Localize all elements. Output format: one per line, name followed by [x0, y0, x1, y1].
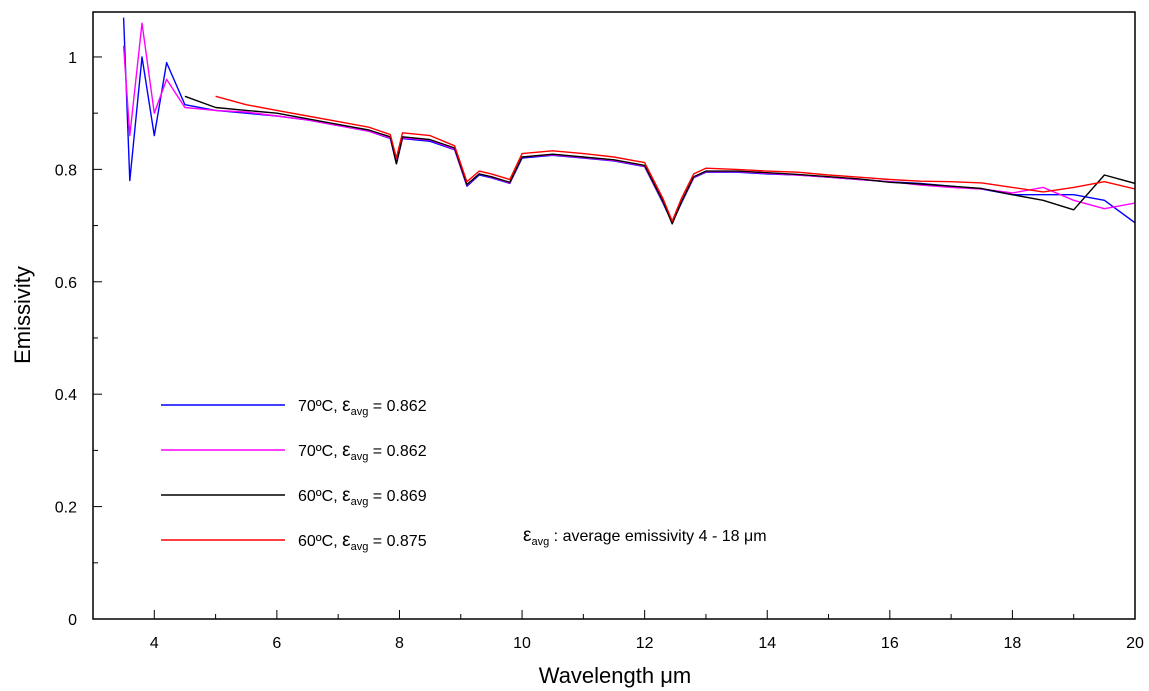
y-tick-label: 0.2 — [55, 500, 77, 517]
legend-subscript: avg — [351, 451, 369, 463]
legend-subscript: avg — [351, 406, 369, 418]
legend-label-4: 60ºC, εavg = 0.875 — [298, 530, 427, 553]
legend-value: = 0.869 — [368, 488, 426, 505]
annotation-epsilon: ε — [523, 525, 532, 546]
legend-temp: 60ºC, — [298, 488, 342, 505]
legend-temp: 60ºC, — [298, 533, 342, 550]
x-tick-label: 8 — [395, 635, 404, 652]
legend-subscript: avg — [351, 496, 369, 508]
series-lines — [122, 17, 1135, 225]
annotation-subscript: avg — [531, 536, 549, 548]
legend-epsilon: ε — [342, 485, 351, 506]
x-tick-label: 4 — [150, 635, 159, 652]
y-tick-label: 1 — [68, 50, 77, 67]
annotation-text: εavg : average emissivity 4 - 18 μm — [523, 525, 767, 548]
y-tick-label: 0 — [68, 612, 77, 629]
series-line-1 — [122, 17, 1135, 224]
annotation-body: : average emissivity 4 - 18 — [549, 528, 744, 545]
x-tick-label: 18 — [1004, 635, 1022, 652]
legend-temp: 70ºC, — [298, 443, 342, 460]
y-tick-label: 0.6 — [55, 275, 77, 292]
y-tick-label: 0.4 — [55, 387, 77, 404]
plot-frame — [92, 11, 1136, 620]
legend-value: = 0.875 — [368, 533, 426, 550]
legend-epsilon: ε — [342, 395, 351, 416]
series-line-3 — [184, 95, 1135, 225]
y-tick-label: 0.8 — [55, 162, 77, 179]
legend-label-2: 70ºC, εavg = 0.862 — [298, 440, 427, 463]
x-tick-label: 16 — [881, 635, 899, 652]
legend-label-1: 70ºC, εavg = 0.862 — [298, 395, 427, 418]
x-axis-title: Wavelength μm — [539, 663, 691, 688]
y-axis-title: Emissivity — [10, 266, 35, 364]
legend-epsilon: ε — [342, 530, 351, 551]
legend-label-3: 60ºC, εavg = 0.869 — [298, 485, 427, 508]
x-tick-label: 10 — [513, 635, 531, 652]
plot-area: 4 6 8 10 12 14 16 18 20 0 0.2 0.4 0.6 0.8 1 70ºC, εavg … — [55, 11, 1144, 652]
legend-epsilon: ε — [342, 440, 351, 461]
legend-value: = 0.862 — [368, 443, 426, 460]
legend-subscript: avg — [351, 541, 369, 553]
x-tick-label: 20 — [1126, 635, 1144, 652]
annotation-unit: μm — [744, 528, 767, 545]
x-tick-label: 12 — [636, 635, 654, 652]
series-line-2 — [122, 22, 1135, 222]
legend-temp: 70ºC, — [298, 398, 342, 415]
series-line-4 — [215, 95, 1135, 222]
x-tick-label: 14 — [758, 635, 776, 652]
x-tick-label: 6 — [272, 635, 281, 652]
legend-value: = 0.862 — [368, 398, 426, 415]
